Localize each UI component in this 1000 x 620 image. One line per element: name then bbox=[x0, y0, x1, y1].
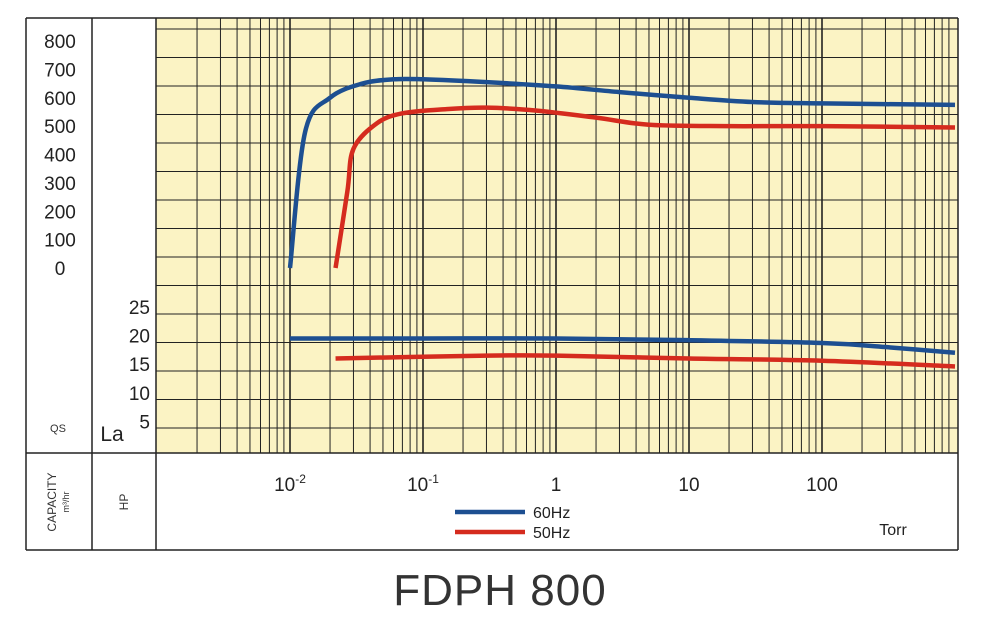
capacity-tick-label: 100 bbox=[44, 231, 76, 252]
capacity-axis-title: CAPACITY m³/hr bbox=[45, 472, 71, 531]
capacity-axis-short-label: QS bbox=[50, 423, 66, 435]
x-tick-label: 100 bbox=[806, 475, 838, 496]
power-axis-short-label: La bbox=[100, 423, 124, 446]
power-axis-title: HP bbox=[117, 494, 131, 511]
capacity-tick-label: 400 bbox=[44, 146, 76, 167]
capacity-axis: 800 700 600 500 400 300 200 100 0 bbox=[44, 32, 76, 280]
capacity-tick-label: 800 bbox=[44, 32, 76, 53]
capacity-tick-label: 200 bbox=[44, 202, 76, 223]
x-tick-label: 1 bbox=[551, 475, 562, 496]
capacity-tick-label: 300 bbox=[44, 174, 76, 195]
capacity-curve-60Hz bbox=[287, 76, 956, 269]
capacity-axis-label: CAPACITY bbox=[45, 472, 59, 531]
power-tick-label: 15 bbox=[129, 355, 150, 376]
power-curve-50Hz bbox=[335, 353, 956, 369]
power-tick-label: 25 bbox=[129, 298, 150, 319]
power-tick-label: 10 bbox=[129, 384, 150, 405]
capacity-axis-unit: m³/hr bbox=[61, 492, 71, 513]
chart-frame bbox=[25, 17, 959, 551]
legend-label: 50Hz bbox=[533, 525, 570, 542]
power-curve-60Hz bbox=[289, 336, 956, 356]
capacity-tick-label: 500 bbox=[44, 117, 76, 138]
power-axis: 25 20 15 10 5 bbox=[129, 298, 150, 433]
power-tick-label: 20 bbox=[129, 327, 150, 348]
plot-area bbox=[156, 18, 958, 453]
x-tick-label: 10 bbox=[678, 475, 699, 496]
legend: 60Hz 50Hz bbox=[455, 505, 570, 542]
series-lines bbox=[287, 76, 956, 369]
power-tick-label: 5 bbox=[139, 412, 150, 433]
x-tick-label: 10-2 bbox=[274, 472, 306, 496]
power-axis-label: HP bbox=[117, 494, 131, 511]
capacity-tick-label: 600 bbox=[44, 89, 76, 110]
x-tick-label: 10-1 bbox=[407, 472, 439, 496]
capacity-tick-label: 0 bbox=[55, 259, 66, 280]
grid-lines bbox=[156, 18, 958, 453]
x-axis-tick-labels: 10-2 10-1 1 10 100 bbox=[274, 472, 838, 496]
chart-title: FDPH 800 bbox=[393, 566, 607, 615]
x-axis-unit: Torr bbox=[879, 522, 907, 539]
capacity-tick-label: 700 bbox=[44, 60, 76, 81]
capacity-curve-50Hz bbox=[333, 105, 956, 269]
legend-label: 60Hz bbox=[533, 505, 570, 522]
